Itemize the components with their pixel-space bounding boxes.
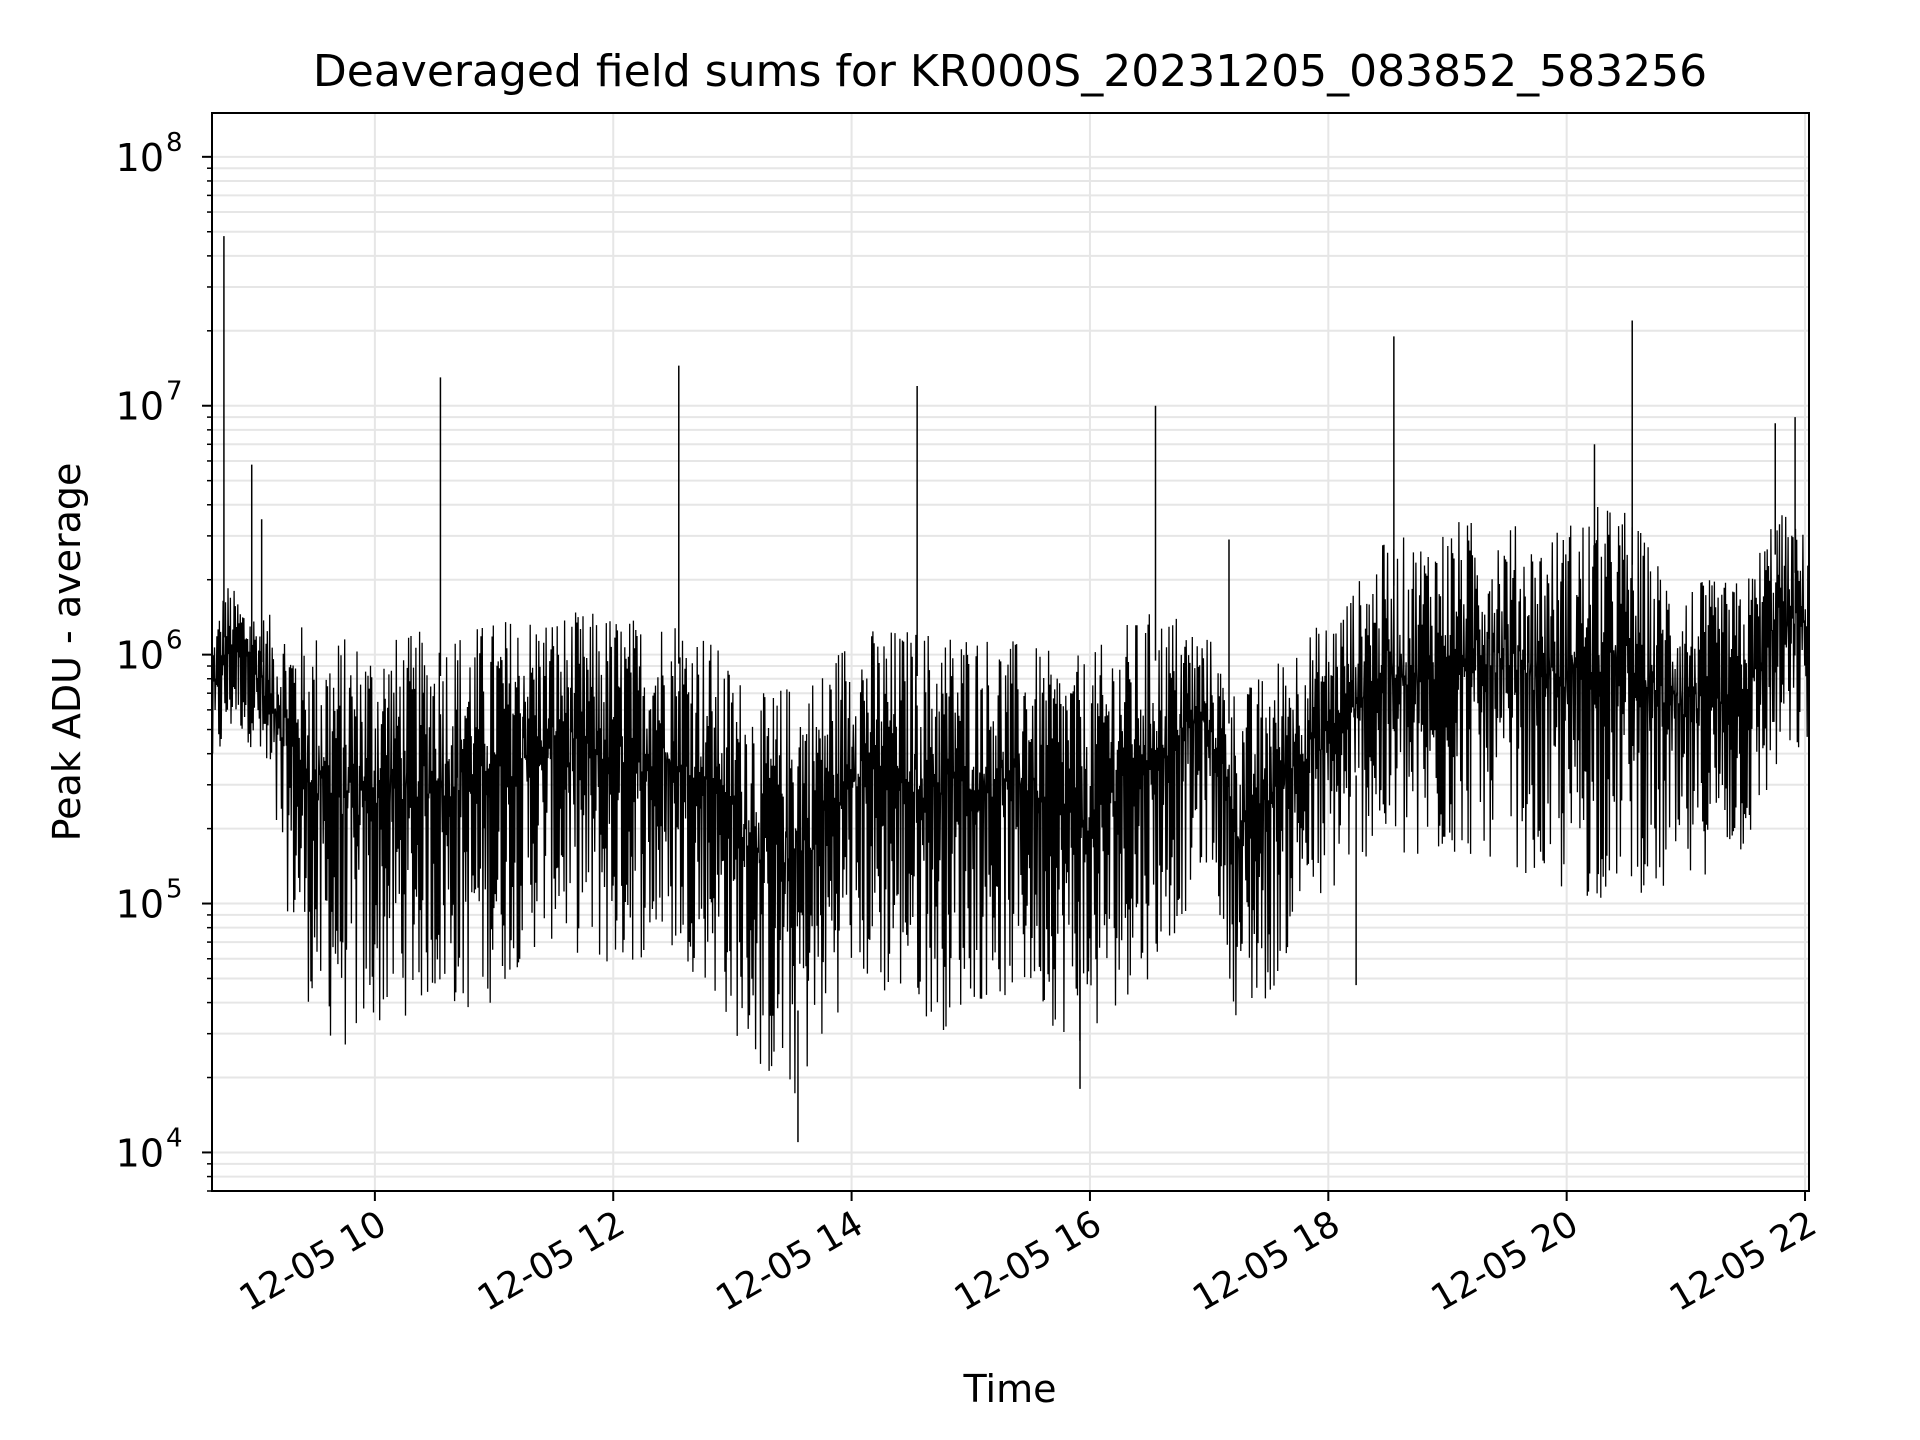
plot-frame <box>211 112 1810 1192</box>
series-line <box>211 506 1810 1094</box>
y-tick-label: 10 <box>116 883 164 927</box>
y-tick-label: 10 <box>116 634 164 678</box>
x-axis-label: Time <box>963 1367 1057 1411</box>
y-tick-label: 10 <box>116 136 164 180</box>
y-tick-exponent: 5 <box>166 875 183 905</box>
y-tick-exponent: 6 <box>166 626 183 656</box>
y-axis-label: Peak ADU - average <box>45 463 89 842</box>
y-tick-exponent: 7 <box>166 377 183 407</box>
y-tick-exponent: 8 <box>166 128 183 158</box>
chart-title: Deaveraged field sums for KR000S_2023120… <box>313 46 1707 97</box>
y-tick-exponent: 4 <box>166 1123 183 1153</box>
y-tick-label: 10 <box>116 385 164 429</box>
y-tick-label: 10 <box>116 1131 164 1175</box>
